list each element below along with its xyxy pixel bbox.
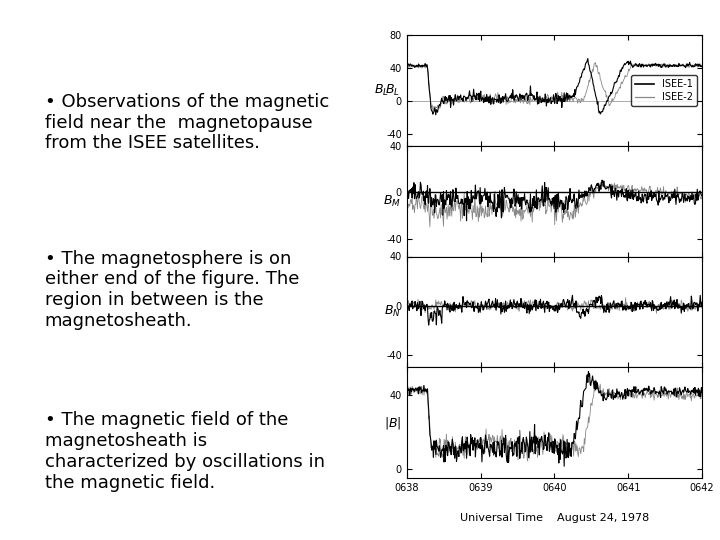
Text: • The magnetic field of the
magnetosheath is
characterized by oscillations in
th: • The magnetic field of the magnetosheat… [45,411,325,491]
Text: • The magnetosphere is on
either end of the figure. The
region in between is the: • The magnetosphere is on either end of … [45,249,299,330]
Text: $|B|$: $|B|$ [384,415,401,430]
Text: $B_M$: $B_M$ [384,194,401,208]
Legend: ISEE-1, ISEE-2: ISEE-1, ISEE-2 [631,75,697,106]
Text: $B_L$: $B_L$ [385,83,400,98]
Text: • Observations of the magnetic
field near the  magnetopause
from the ISEE satell: • Observations of the magnetic field nea… [45,93,329,152]
Text: $B_L$: $B_L$ [374,83,389,98]
Text: Universal Time    August 24, 1978: Universal Time August 24, 1978 [460,513,649,523]
Text: $B_N$: $B_N$ [384,305,401,319]
